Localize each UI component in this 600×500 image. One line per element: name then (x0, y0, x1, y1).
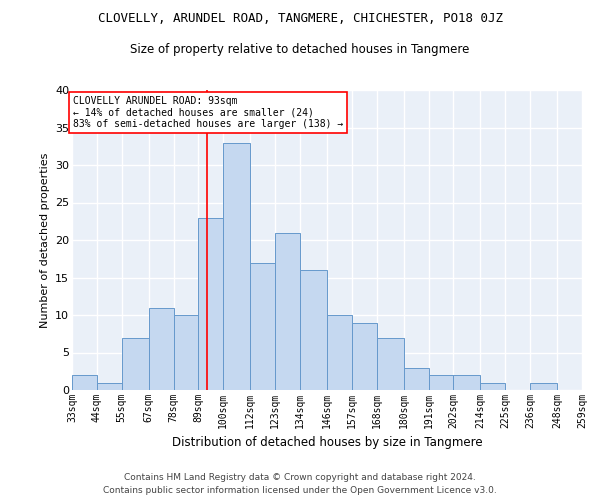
Bar (122, 338, 149, 390)
Bar (199, 218, 223, 390)
Bar (530, 382, 557, 390)
Bar (428, 375, 454, 390)
Bar (300, 270, 327, 390)
Bar (149, 308, 173, 390)
Bar (72, 375, 97, 390)
Bar (582, 382, 600, 390)
Bar (250, 262, 275, 390)
Bar (481, 382, 505, 390)
Text: Size of property relative to detached houses in Tangmere: Size of property relative to detached ho… (130, 42, 470, 56)
Text: Contains HM Land Registry data © Crown copyright and database right 2024.: Contains HM Land Registry data © Crown c… (124, 472, 476, 482)
Bar (173, 315, 199, 390)
Bar (404, 368, 428, 390)
Bar (97, 382, 122, 390)
Bar (377, 338, 404, 390)
Bar (327, 315, 352, 390)
Bar (223, 142, 250, 390)
Bar (275, 232, 300, 390)
Text: CLOVELLY ARUNDEL ROAD: 93sqm
← 14% of detached houses are smaller (24)
83% of se: CLOVELLY ARUNDEL ROAD: 93sqm ← 14% of de… (73, 96, 343, 129)
Y-axis label: Number of detached properties: Number of detached properties (40, 152, 50, 328)
Bar (454, 375, 481, 390)
X-axis label: Distribution of detached houses by size in Tangmere: Distribution of detached houses by size … (172, 436, 482, 450)
Bar (352, 322, 377, 390)
Text: CLOVELLY, ARUNDEL ROAD, TANGMERE, CHICHESTER, PO18 0JZ: CLOVELLY, ARUNDEL ROAD, TANGMERE, CHICHE… (97, 12, 503, 26)
Text: Contains public sector information licensed under the Open Government Licence v3: Contains public sector information licen… (103, 486, 497, 495)
